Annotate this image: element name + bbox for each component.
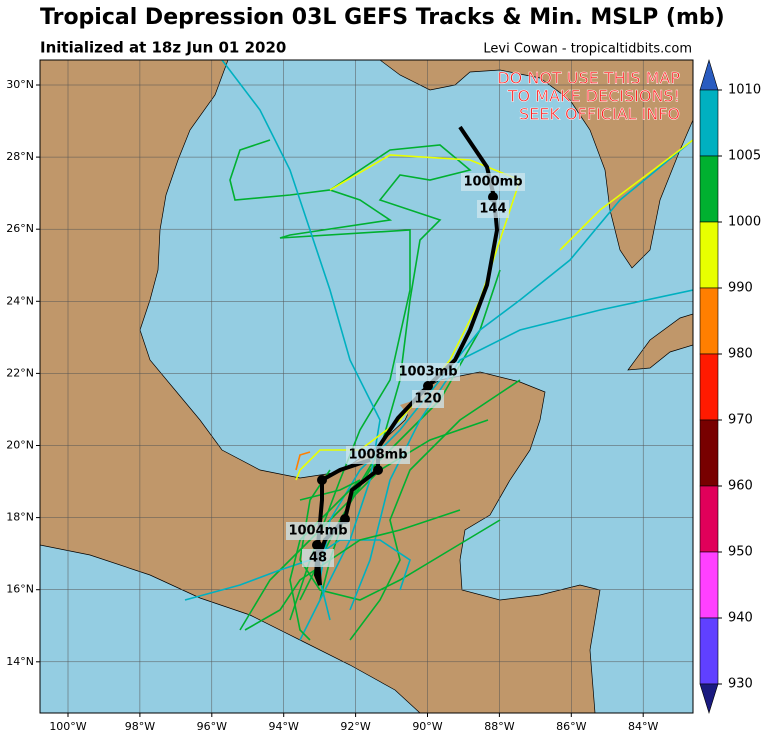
lat-label: 14°N (6, 655, 34, 668)
pressure-label: 1004mb (288, 524, 347, 539)
lat-label: 26°N (6, 222, 34, 235)
colorbar-label: 980 (728, 347, 753, 362)
warning-line: SEEK OFFICIAL INFO (519, 105, 680, 124)
label-box (461, 173, 525, 191)
axes: 30°N 28°N 26°N 24°N 22°N 20°N 18°N 16°N 14°N 100°… (6, 78, 658, 733)
colorbar-label: 970 (728, 413, 753, 428)
lon-label: 88°W (484, 720, 514, 733)
lat-label: 22°N (6, 366, 34, 379)
pressure-label: 1008mb (348, 448, 407, 463)
lat-label: 20°N (6, 439, 34, 452)
warning-line: DO NOT USE THIS MAP (497, 69, 680, 88)
colorbar-labels: 1010 1005 1000 990 980 970 960 950 940 930 (718, 83, 761, 692)
map-frame (39, 59, 694, 714)
map: 1000mb 144 1003mb 120 1008mb 1004mb 48 DO NOT … (40, 60, 693, 713)
colorbar-label: 1000 (728, 215, 761, 230)
label-box (302, 549, 334, 567)
lon-label: 98°W (125, 720, 155, 733)
lat-label: 18°N (6, 511, 34, 524)
lon-label: 92°W (340, 720, 370, 733)
lon-label: 100°W (49, 720, 86, 733)
lat-label: 24°N (6, 294, 34, 307)
colorbar-label: 1005 (728, 149, 761, 164)
lon-label: 96°W (197, 720, 227, 733)
lon-label: 84°W (628, 720, 658, 733)
colorbar-label: 960 (728, 479, 753, 494)
storm-labels: 1000mb 144 1003mb 120 1008mb 1004mb 48 (286, 173, 525, 567)
label-box (286, 522, 350, 540)
track-points (312, 192, 498, 550)
warning: DO NOT USE THIS MAP TO MAKE DECISIONS! S… (497, 68, 681, 124)
credit: Levi Cowan - tropicaltidbits.com (483, 42, 692, 57)
title: Tropical Depression 03L GEFS Tracks & Mi… (40, 5, 725, 30)
lat-label: 30°N (6, 78, 34, 91)
label-box (412, 390, 444, 408)
subtitle: Initialized at 18z Jun 01 2020 (40, 39, 286, 57)
hour-label: 144 (479, 202, 506, 217)
colorbar-label: 990 (728, 281, 753, 296)
colorbar-label: 940 (728, 611, 753, 626)
hour-label: 120 (414, 392, 441, 407)
label-box (346, 446, 410, 464)
lon-label: 94°W (269, 720, 299, 733)
colorbar-label: 930 (728, 677, 753, 692)
colorbar-label: 1010 (728, 83, 761, 98)
hour-label: 48 (309, 551, 327, 566)
warning-line: TO MAKE DECISIONS! (507, 87, 680, 106)
lat-label: 16°N (6, 583, 34, 596)
lon-label: 86°W (556, 720, 586, 733)
label-box (396, 363, 460, 381)
colorbar-label: 950 (728, 545, 753, 560)
colorbar (699, 58, 719, 715)
graticule (40, 60, 693, 713)
lat-label: 28°N (6, 150, 34, 163)
lon-label: 90°W (412, 720, 442, 733)
pressure-label: 1000mb (463, 175, 522, 190)
pressure-label: 1003mb (398, 365, 457, 380)
label-box (477, 200, 509, 218)
